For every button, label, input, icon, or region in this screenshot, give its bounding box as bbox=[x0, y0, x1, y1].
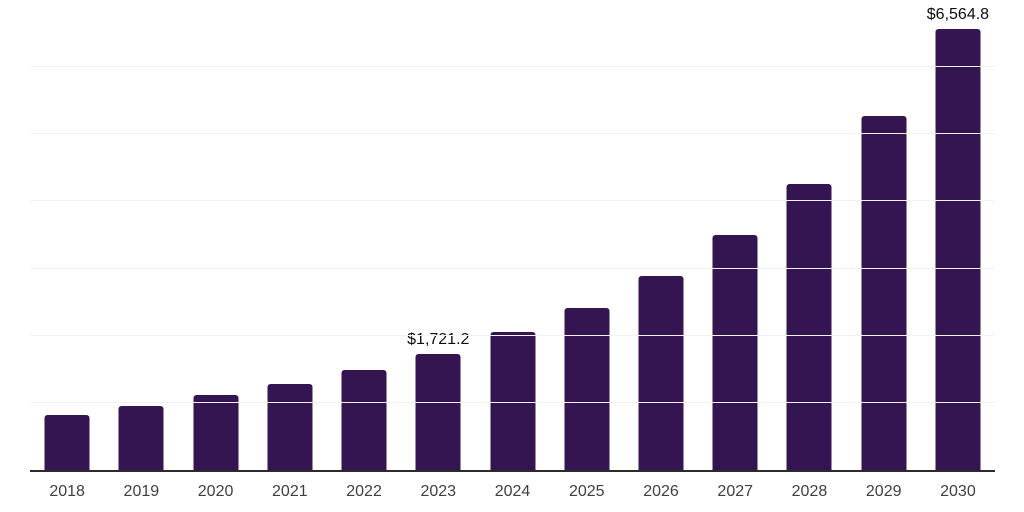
bar-2021 bbox=[267, 384, 313, 470]
gridline-2000 bbox=[30, 334, 995, 336]
gridline-3000 bbox=[30, 267, 995, 269]
bar-2028 bbox=[786, 183, 832, 470]
bar-column-2018 bbox=[30, 0, 104, 470]
x-tick-2023: 2023 bbox=[420, 483, 457, 500]
bar-column-2027 bbox=[698, 0, 772, 470]
data-label-2030: $6,564.8 bbox=[926, 6, 990, 24]
bar-column-2021 bbox=[253, 0, 327, 470]
plot-area: $1,721.2 $6,564.8 bbox=[30, 0, 995, 472]
bar-column-2025 bbox=[550, 0, 624, 470]
bar-2018 bbox=[44, 414, 90, 470]
x-tick-2025: 2025 bbox=[568, 483, 605, 500]
gridline-4000 bbox=[30, 200, 995, 202]
bar-column-2019 bbox=[104, 0, 178, 470]
gridline-6000 bbox=[30, 66, 995, 68]
bar-2020 bbox=[193, 395, 239, 470]
x-tick-2024: 2024 bbox=[494, 483, 531, 500]
x-tick-2027: 2027 bbox=[717, 483, 754, 500]
bar-column-2022 bbox=[327, 0, 401, 470]
gridline-1000 bbox=[30, 401, 995, 403]
bar-2025 bbox=[564, 307, 610, 470]
bar-2019 bbox=[118, 405, 164, 470]
x-tick-2022: 2022 bbox=[346, 483, 382, 500]
x-tick-2021: 2021 bbox=[272, 483, 308, 500]
x-tick-2029: 2029 bbox=[865, 483, 902, 500]
gridline-5000 bbox=[30, 133, 995, 135]
bar-2026 bbox=[638, 275, 684, 470]
bar-column-2028 bbox=[772, 0, 846, 470]
bar-column-2030: $6,564.8 bbox=[921, 0, 995, 470]
x-tick-2018: 2018 bbox=[49, 483, 85, 500]
bar-column-2029 bbox=[847, 0, 921, 470]
bar-2023 bbox=[415, 354, 461, 470]
bar-column-2020 bbox=[178, 0, 252, 470]
bar-2022 bbox=[341, 369, 387, 470]
x-tick-2026: 2026 bbox=[643, 483, 679, 500]
bar-2029 bbox=[861, 116, 907, 470]
bar-2024 bbox=[490, 331, 536, 470]
x-tick-2028: 2028 bbox=[791, 483, 828, 500]
bar-2030 bbox=[935, 29, 981, 470]
bar-column-2026 bbox=[624, 0, 698, 470]
bar-column-2023: $1,721.2 bbox=[401, 0, 475, 470]
x-tick-2019: 2019 bbox=[123, 483, 160, 500]
bar-2027 bbox=[712, 235, 758, 470]
bar-column-2024 bbox=[475, 0, 549, 470]
x-axis-labels: 2018 2019 2020 2021 2022 2023 2024 2025 2026 2027… bbox=[30, 472, 995, 512]
x-tick-2030: 2030 bbox=[940, 483, 976, 500]
bars-container: $1,721.2 $6,564.8 bbox=[30, 0, 995, 470]
x-tick-2020: 2020 bbox=[197, 483, 234, 500]
